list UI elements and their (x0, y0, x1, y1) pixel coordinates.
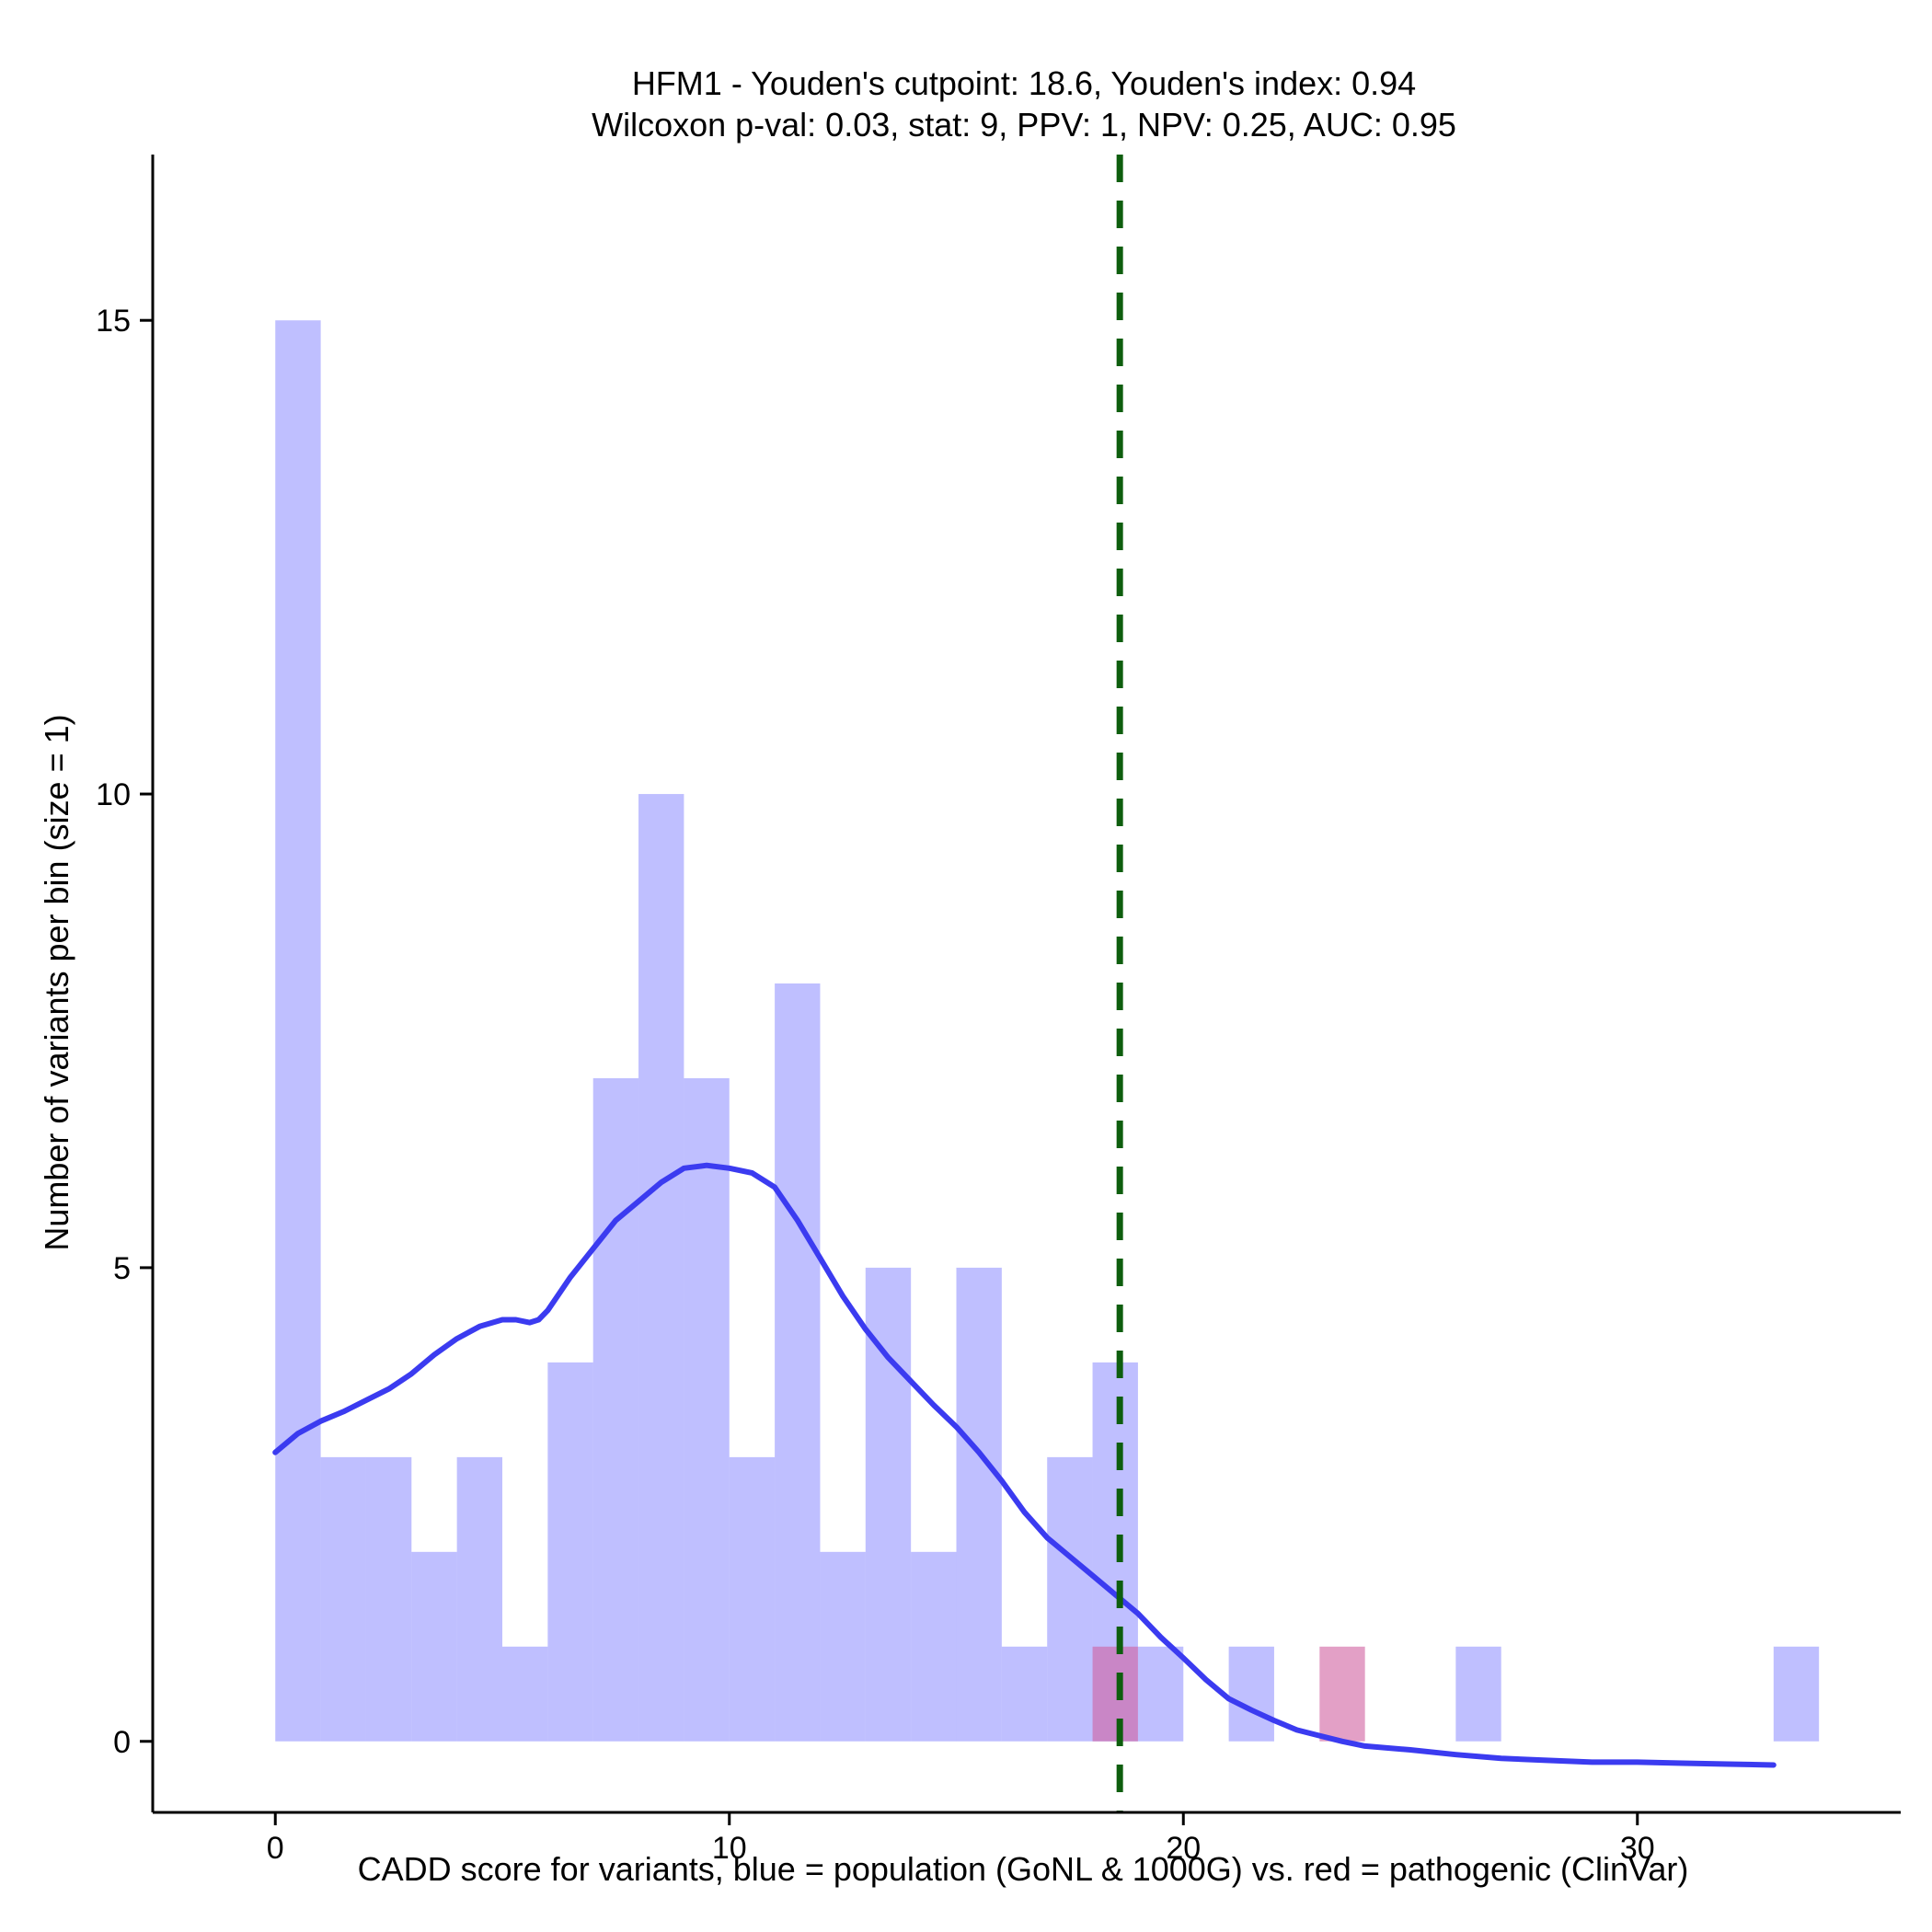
x-tick-label: 10 (712, 1831, 747, 1866)
x-tick-label: 30 (1620, 1831, 1655, 1866)
population-bar (1137, 1646, 1184, 1742)
bars-layer (275, 320, 1820, 1742)
population-bar (911, 1551, 957, 1742)
population-bar (1455, 1646, 1501, 1742)
population-bar (320, 1456, 366, 1742)
y-tick-label: 15 (96, 304, 131, 339)
chart-title-line-2: Wilcoxon p-val: 0.03, stat: 9, PPV: 1, N… (592, 106, 1456, 144)
population-bar (547, 1362, 593, 1742)
x-axis-ticks: 0 10 20 30 (267, 1812, 1655, 1866)
pathogenic-bar (1319, 1646, 1365, 1742)
population-bar (411, 1551, 457, 1742)
population-bar (638, 794, 684, 1742)
population-bar (820, 1551, 866, 1742)
population-bar (502, 1646, 548, 1742)
population-bar (775, 983, 821, 1742)
population-bar (275, 320, 321, 1742)
density-curve-layer (272, 1162, 1777, 1768)
population-bar (729, 1456, 776, 1742)
population-bar (1001, 1646, 1048, 1742)
axes (151, 155, 1901, 1814)
population-bar (684, 1077, 730, 1742)
population-bar (1047, 1456, 1093, 1742)
population-bar (1228, 1646, 1274, 1742)
population-bar (365, 1456, 412, 1742)
x-tick-label: 0 (267, 1831, 284, 1866)
population-bar (456, 1456, 502, 1742)
pathogenic-bar (1092, 1646, 1138, 1742)
y-tick-label: 0 (113, 1725, 131, 1760)
y-tick-label: 10 (96, 777, 131, 812)
population-bar (956, 1267, 1002, 1742)
y-axis-ticks: 0 5 10 15 (96, 304, 153, 1760)
x-tick-label: 20 (1166, 1831, 1201, 1866)
chart-title-line-1: HFM1 - Youden's cutpoint: 18.6, Youden's… (632, 64, 1416, 102)
population-bar (865, 1267, 912, 1742)
density-curve (272, 1162, 1777, 1768)
x-axis-label: CADD score for variants, blue = populati… (358, 1850, 1689, 1888)
chart-title: HFM1 - Youden's cutpoint: 18.6, Youden's… (592, 64, 1456, 144)
population-bar (592, 1077, 639, 1742)
y-tick-label: 5 (113, 1251, 131, 1286)
population-bar (1773, 1646, 1820, 1742)
y-axis-label: Number of variants per bin (size = 1) (38, 714, 75, 1250)
